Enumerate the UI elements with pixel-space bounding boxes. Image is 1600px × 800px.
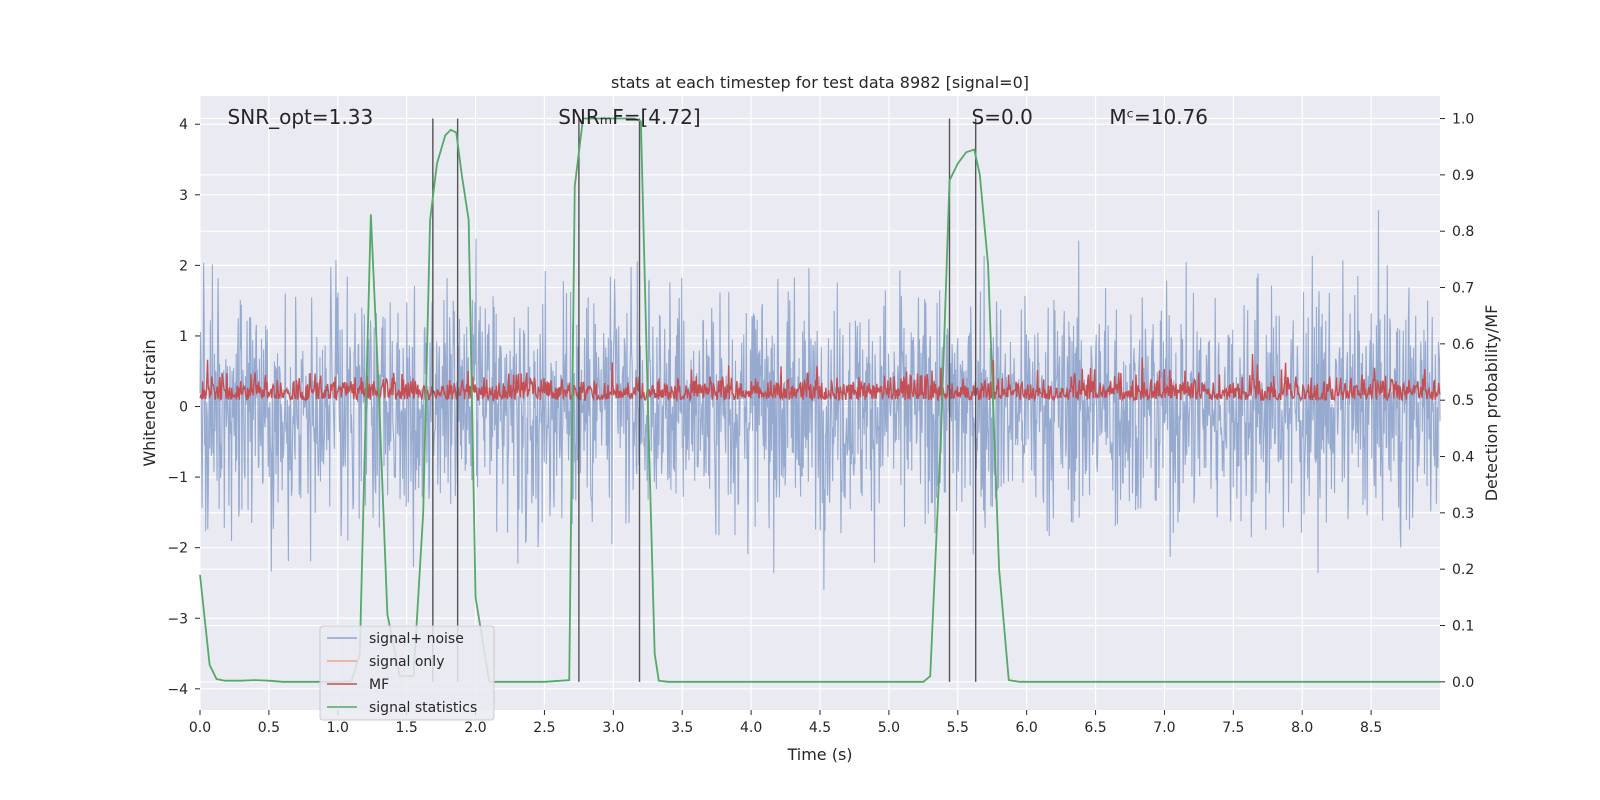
annotation-snr-opt: SNR_opt=1.33 (228, 105, 374, 129)
x-tick-label: 5.5 (947, 720, 969, 736)
y-left-tick-label: 2 (179, 258, 188, 274)
x-tick-label: 8.0 (1291, 720, 1313, 736)
y-right-tick-label: 0.6 (1452, 337, 1474, 353)
legend-label-signal-only: signal only (369, 654, 444, 670)
y-right-tick-label: 0.8 (1452, 224, 1474, 240)
y-right-tick-label: 0.1 (1452, 619, 1474, 635)
y-left-tick-label: 0 (179, 400, 188, 416)
x-tick-label: 5.0 (878, 720, 900, 736)
y-right-tick-label: 0.9 (1452, 168, 1474, 184)
y-right-tick-label: 1.0 (1452, 112, 1474, 128)
y-left-tick-label: −4 (167, 682, 188, 698)
y-axis-left-ticks: −4 −3 −2 −1 0 1 2 3 4 (167, 117, 200, 698)
y-right-tick-label: 0.4 (1452, 450, 1474, 466)
legend: signal+ noise signal only MF signal stat… (319, 625, 495, 721)
x-tick-label: 7.0 (1153, 720, 1175, 736)
y-left-tick-label: 3 (179, 188, 188, 204)
y-right-tick-label: 0.0 (1452, 675, 1474, 691)
annotation-s-value: S=0.0 (972, 105, 1033, 129)
y-left-tick-label: −3 (167, 611, 188, 627)
y-right-tick-label: 0.2 (1452, 562, 1474, 578)
y-left-tick-label: −1 (167, 470, 188, 486)
series-signal-noise (199, 210, 1441, 590)
x-tick-label: 7.5 (1222, 720, 1244, 736)
legend-box (319, 625, 495, 721)
signal-noise-line (199, 210, 1441, 590)
y-axis-right-label: Detection probability/MF (1482, 305, 1501, 502)
x-tick-label: 2.5 (533, 720, 555, 736)
chart-title: stats at each timestep for test data 898… (611, 73, 1029, 92)
x-tick-label: 2.0 (464, 720, 486, 736)
legend-label-mf: MF (369, 677, 389, 693)
y-left-tick-label: 4 (179, 117, 188, 133)
x-axis-label: Time (s) (786, 745, 852, 764)
y-left-tick-label: 1 (179, 329, 188, 345)
y-right-tick-label: 0.7 (1452, 281, 1474, 297)
annotation-mc-value: Mᶜ=10.76 (1109, 105, 1208, 129)
x-tick-label: 4.5 (809, 720, 831, 736)
x-tick-label: 1.0 (327, 720, 349, 736)
annotations: SNR_opt=1.33 SNRₘF=[4.72] S=0.0 Mᶜ=10.76 (228, 105, 1208, 129)
y-right-tick-label: 0.5 (1452, 393, 1474, 409)
x-tick-label: 1.5 (396, 720, 418, 736)
y-axis-left-label: Whitened strain (140, 339, 159, 466)
legend-label-signal-noise: signal+ noise (369, 631, 464, 647)
y-left-tick-label: −2 (167, 541, 188, 557)
x-tick-label: 0.0 (189, 720, 211, 736)
x-tick-label: 0.5 (258, 720, 280, 736)
x-axis-ticks: 0.0 0.5 1.0 1.5 2.0 2.5 3.0 3.5 4.0 4.5 5.0 5.5 6.0 6… (189, 710, 1382, 736)
x-tick-label: 6.5 (1084, 720, 1106, 736)
legend-label-signal-statistics: signal statistics (369, 700, 477, 716)
mf-line (199, 353, 1441, 403)
x-tick-label: 3.0 (602, 720, 624, 736)
y-right-tick-label: 0.3 (1452, 506, 1474, 522)
x-tick-label: 3.5 (671, 720, 693, 736)
annotation-snr-mf: SNRₘF=[4.72] (558, 105, 700, 129)
x-tick-label: 8.5 (1360, 720, 1382, 736)
x-tick-label: 6.0 (1016, 720, 1038, 736)
series-mf (199, 353, 1441, 403)
y-axis-right-ticks: 0.0 0.1 0.2 0.3 0.4 0.5 0.6 0.7 0.8 0.9 1.0 (1440, 112, 1474, 691)
detection-marker-lines (432, 118, 977, 682)
x-tick-label: 4.0 (740, 720, 762, 736)
